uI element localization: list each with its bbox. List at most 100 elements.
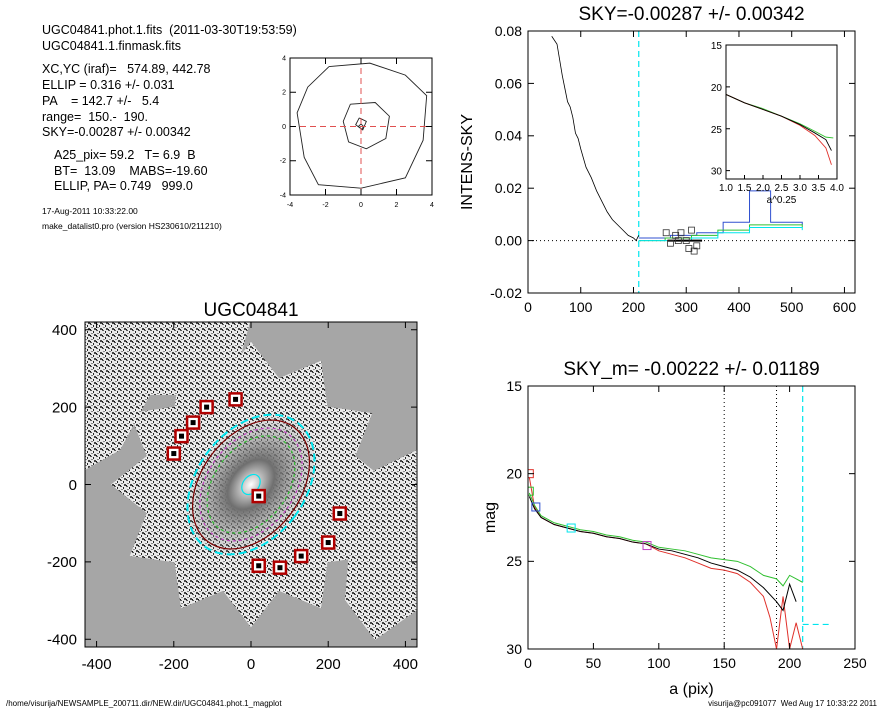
header-line-10: ELLIP, PA= 0.749 999.0	[54, 179, 193, 193]
sky-ytick-label: -0.02	[490, 285, 522, 301]
contour-level-2	[355, 117, 367, 131]
mask-square-core	[256, 493, 262, 499]
sky-xtick-label: 400	[727, 299, 751, 315]
sky-xtick-label: 300	[675, 299, 699, 315]
isophote-green	[206, 435, 296, 534]
mag-xtick-label: 150	[713, 655, 737, 671]
mask-square-core	[325, 540, 331, 546]
mag-title: SKY_m= -0.00222 +/- 0.01189	[563, 359, 819, 380]
sky-ytick-label: 0.06	[495, 75, 522, 91]
contour-xtick-label: -4	[287, 202, 293, 209]
contour-xtick-label: 0	[359, 202, 363, 209]
contour-ytick-label: -2	[280, 158, 286, 165]
sky-square-marker	[682, 237, 690, 245]
mag-ylabel: mag	[482, 502, 499, 533]
sky-ytick-label: 0.08	[495, 23, 522, 39]
image-ytick-label: 200	[52, 399, 77, 416]
contour-level-3	[357, 123, 365, 130]
run-date: 17-Aug-2011 10:33:22.00	[42, 206, 138, 216]
inset-xtick-label: 4.0	[830, 183, 844, 194]
mag-frame	[527, 385, 856, 650]
image-ytick-label: 400	[52, 322, 77, 339]
mask-square-core	[190, 420, 196, 426]
contour-ytick-label: 0	[282, 124, 286, 131]
sky-xtick-label: 0	[524, 299, 532, 315]
image-area	[85, 322, 417, 647]
mag-marker-cyan	[566, 523, 576, 533]
image-ytick-label: -200	[47, 554, 77, 571]
inset-bg	[726, 45, 837, 179]
sky-profile-line	[551, 36, 640, 242]
sky-ytick-label: 0.02	[495, 180, 522, 196]
header-line-9: BT= 13.09 MABS=-19.60	[54, 164, 208, 178]
inset-xtick-label: 3.0	[793, 183, 807, 194]
mask-square-core	[179, 433, 185, 439]
mag-series-black	[528, 496, 797, 612]
inset-xtick-label: 1.5	[738, 183, 752, 194]
contour-level-0	[296, 62, 428, 189]
mag-xtick-label: 200	[778, 655, 802, 671]
contour-ytick-label: -4	[280, 192, 286, 199]
sky-ylabel: INTENS-SKY	[459, 114, 476, 210]
image-xtick-label: -200	[159, 656, 189, 673]
header-line-1: UGC04841.phot.1.fits (2011-03-30T19:53:5…	[42, 23, 297, 37]
sky-square-marker	[674, 237, 682, 245]
mag-xtick-label: 100	[647, 655, 671, 671]
contour-xtick-label: 4	[430, 202, 434, 209]
program-version: make_datalist0.pro (version HS230610/211…	[42, 221, 222, 231]
contour-level-1	[342, 102, 390, 150]
inset-xlabel: a^0.25	[767, 195, 797, 206]
inset-ytick-label: 25	[711, 125, 723, 136]
header-line-4: ELLIP = 0.316 +/- 0.031	[42, 78, 175, 92]
inset-xtick-label: 1.0	[719, 183, 733, 194]
contour-xtick-label: -2	[322, 202, 328, 209]
header-line-8: A25_pix= 59.2 T= 6.9 B	[54, 148, 196, 162]
isophote-cyan	[186, 413, 316, 556]
sky-square-marker	[662, 229, 670, 237]
mask-square-core	[298, 553, 304, 559]
sky-square-marker	[667, 239, 674, 247]
inset-xtick-label: 3.5	[812, 183, 826, 194]
mag-xlabel: a (pix)	[669, 681, 713, 698]
mag-ytick-label: 20	[506, 466, 522, 482]
header-line-6: range= 150.- 190.	[42, 110, 148, 124]
sky-xtick-label: 600	[833, 299, 857, 315]
mag-ytick-label: 30	[506, 641, 522, 657]
sky-xtick-label: 200	[622, 299, 646, 315]
image-ytick-label: 0	[69, 477, 77, 494]
footer-path: /home/visurija/NEWSAMPLE_200711.dir/NEW.…	[6, 699, 282, 708]
contour-xtick-label: 2	[395, 202, 399, 209]
mag-marker-green	[528, 486, 534, 496]
mag-marker-magenta	[642, 541, 652, 551]
inset-series-black	[725, 94, 832, 151]
contour-ytick-label: 2	[282, 90, 286, 97]
sky-title: SKY=-0.00287 +/- 0.00342	[578, 4, 804, 25]
sky-xtick-label: 500	[780, 299, 804, 315]
image-xtick-label: 400	[393, 656, 418, 673]
image-title: UGC04841	[203, 300, 298, 321]
mask-square-core	[277, 565, 283, 571]
mag-series-green	[528, 492, 803, 587]
mag-xtick-label: 0	[524, 655, 532, 671]
sky-ytick-label: 0.04	[495, 128, 522, 144]
image-xtick-label: -400	[82, 656, 112, 673]
sky-square-marker	[677, 229, 685, 237]
mag-ytick-label: 15	[506, 378, 522, 394]
mag-plot-area	[528, 386, 829, 649]
mag-xtick-label: 250	[843, 655, 867, 671]
image-ytick-label: -400	[47, 632, 77, 649]
sky-xtick-label: 100	[569, 299, 593, 315]
inset-ytick-label: 15	[711, 41, 723, 52]
image-xtick-label: 0	[247, 656, 255, 673]
mag-series-red	[528, 477, 804, 649]
mag-ytick-label: 25	[506, 553, 522, 569]
inset-xtick-label: 2.5	[775, 183, 789, 194]
mask-square-core	[337, 511, 343, 517]
sky-frame	[527, 30, 856, 294]
mask-square-core	[256, 563, 262, 569]
inset-xtick-label: 2.0	[756, 183, 770, 194]
isophote-magenta	[199, 427, 303, 542]
noise-field-upper-left	[85, 322, 250, 470]
mask-square-core	[233, 396, 239, 402]
